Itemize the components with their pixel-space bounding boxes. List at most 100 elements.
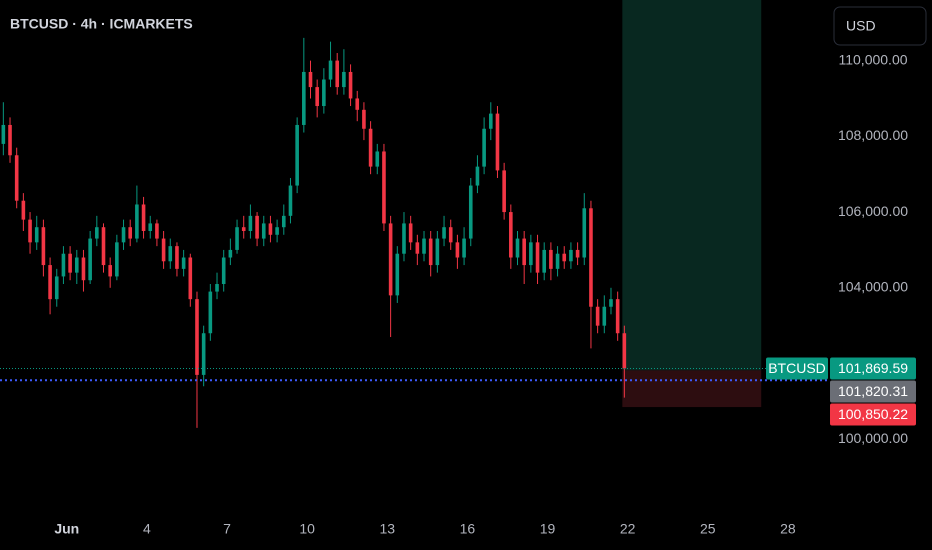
y-tick-label: 110,000.00 [838,51,907,67]
candle-body [602,306,607,326]
candle-body [575,249,580,258]
candle-body [34,227,39,243]
x-tick-label: 25 [700,521,716,537]
candle-body [462,238,466,258]
y-tick-label: 106,000.00 [838,203,908,219]
candle-body [315,87,319,107]
x-tick-label: 10 [299,521,315,537]
currency-button[interactable] [833,6,927,46]
candle-body [355,98,360,110]
candle-body [428,238,433,266]
candle-body [495,113,500,171]
candle-body [328,60,333,80]
candle-body [515,238,520,258]
candle-body [335,60,340,88]
candle-body [248,215,253,231]
candle-body [615,299,620,334]
x-tick-label: 16 [460,521,476,537]
candle-body [14,155,19,201]
price-label-bg [830,403,916,426]
candle-body [415,242,420,254]
candle-body [221,257,226,285]
candle-body [308,71,313,88]
candle-body [468,185,473,239]
candle-body [48,265,52,300]
candle-body [448,227,453,243]
candle-body [95,227,99,239]
candle-body [188,257,193,300]
candle-body [442,227,446,239]
candle-body [228,249,233,258]
price-label: 100,850.22 [838,406,908,422]
x-tick-label: 4 [143,521,151,537]
candle-body [295,124,299,186]
candle-body [342,71,346,88]
price-label-bg [830,357,916,380]
candle-body [68,253,72,273]
candle-body [362,109,366,129]
candle-body [302,71,306,125]
candle-body [128,227,133,239]
candle-body [21,200,26,220]
candle-body [135,204,139,239]
candle-body [155,223,159,239]
candle-body [475,166,480,186]
candle-body [422,238,426,254]
candle-body [555,253,560,269]
candle-body [488,113,493,129]
candle-body [435,238,440,266]
x-tick-label: 22 [620,521,636,537]
x-tick-label: 28 [780,521,796,537]
candle-body [522,238,526,266]
price-label: 101,869.59 [838,360,908,376]
candle-body [181,257,186,269]
candle-body [348,71,353,99]
y-tick-label: 108,000.00 [838,127,908,143]
x-tick-label: 7 [223,521,231,537]
chart-title: BTCUSD · 4h · ICMARKETS [10,16,193,32]
candle-body [582,208,587,258]
candle-body [395,253,400,296]
candle-body [41,227,46,266]
candle-body [562,253,567,262]
candle-body [275,227,279,235]
y-tick-label: 104,000.00 [838,278,908,294]
candle-body [281,215,286,228]
candle-body [502,170,506,213]
candle-body [195,299,199,375]
y-tick-label: 100,000.00 [838,430,908,446]
candle-body [88,238,92,281]
currency-label[interactable]: USD [846,18,876,34]
candle-body [148,223,153,231]
candle-body [509,212,513,258]
candle-body [455,242,460,258]
candle-body [235,227,239,250]
candle-body [595,306,600,326]
candle-body [108,265,112,277]
plot-area [0,0,828,428]
candle-body [115,242,119,277]
profit-zone [622,0,762,371]
candle-body [529,242,533,266]
candle-body [261,223,266,239]
loss-zone [622,370,762,408]
candle-body [81,257,86,281]
candle-body [168,246,173,262]
candle-body [322,79,326,107]
candle-body [175,246,179,269]
price-label-bg [830,380,916,403]
symbol-tag: BTCUSD [768,360,826,376]
candle-body [161,238,166,262]
x-tick-label: Jun [54,521,79,537]
x-tick-label: 13 [380,521,396,537]
candle-body [141,204,146,231]
candle-body [1,124,6,144]
candle-body [402,223,406,254]
price-label: 101,820.31 [838,383,908,399]
candle-body [542,249,547,273]
candle-body [101,227,106,266]
candle-body [589,208,593,307]
